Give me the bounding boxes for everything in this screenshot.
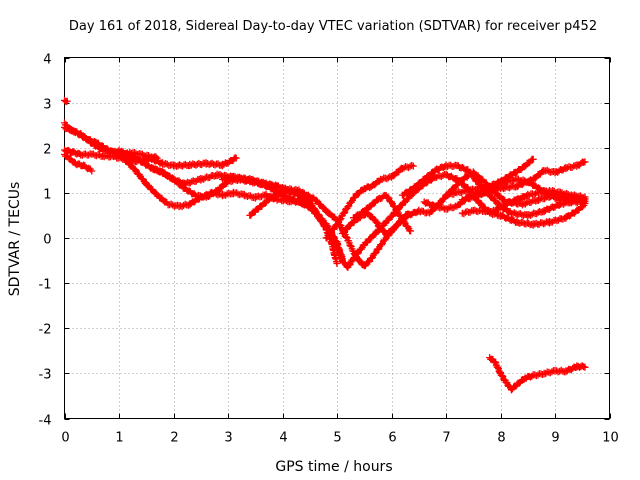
series-arc-18 [486,354,589,394]
y-tick-label: -2 [39,323,52,338]
data-points [61,96,71,106]
x-tick-label: 8 [497,431,505,446]
x-tick-label: 6 [388,431,396,446]
y-tick-label: -3 [39,368,52,383]
y-tick-label: -4 [39,414,52,429]
series-arc-6 [126,148,161,162]
y-tick-label: 1 [43,188,51,203]
x-tick-label: 7 [442,431,450,446]
x-axis-label: GPS time / hours [275,459,392,475]
y-tick-label: 0 [43,233,51,248]
x-tick-label: 10 [602,431,619,446]
data-points [61,119,589,270]
series-arc-1 [61,96,71,106]
data-points [458,175,589,206]
chart-title: Day 161 of 2018, Sidereal Day-to-day VTE… [69,19,597,34]
series-arc-5 [61,151,96,175]
axis-ticks: 0 1 2 3 4 5 6 7 8 9 10 -4 -3 -2 -1 0 1 2 3 4 [39,53,619,446]
data-points [219,173,341,267]
y-tick-label: 3 [43,98,51,113]
y-tick-label: -1 [39,278,52,293]
y-tick-label: 4 [43,53,51,68]
x-tick-label: 4 [279,431,287,446]
data-points [61,123,240,170]
data-points [338,209,412,238]
y-axis-label: SDTVAR / TECUs [7,182,23,297]
x-tick-label: 3 [224,431,232,446]
x-tick-label: 9 [551,431,559,446]
series-arc-3 [61,119,589,270]
series-arc-8 [219,173,341,267]
series-arc-12 [338,209,412,238]
x-tick-label: 1 [115,431,123,446]
data-points [322,161,417,242]
series-arc-9 [246,188,286,219]
data-points [126,148,161,162]
y-tick-label: 2 [43,143,51,158]
data-points [61,151,96,175]
series-arc-17 [458,175,589,206]
data-series [61,96,589,394]
x-tick-label: 0 [61,431,69,446]
x-tick-label: 2 [170,431,178,446]
x-tick-label: 5 [333,431,341,446]
data-points [486,354,589,394]
series-arc-2 [61,123,240,170]
data-points [246,188,286,219]
series-arc-10 [322,161,417,242]
